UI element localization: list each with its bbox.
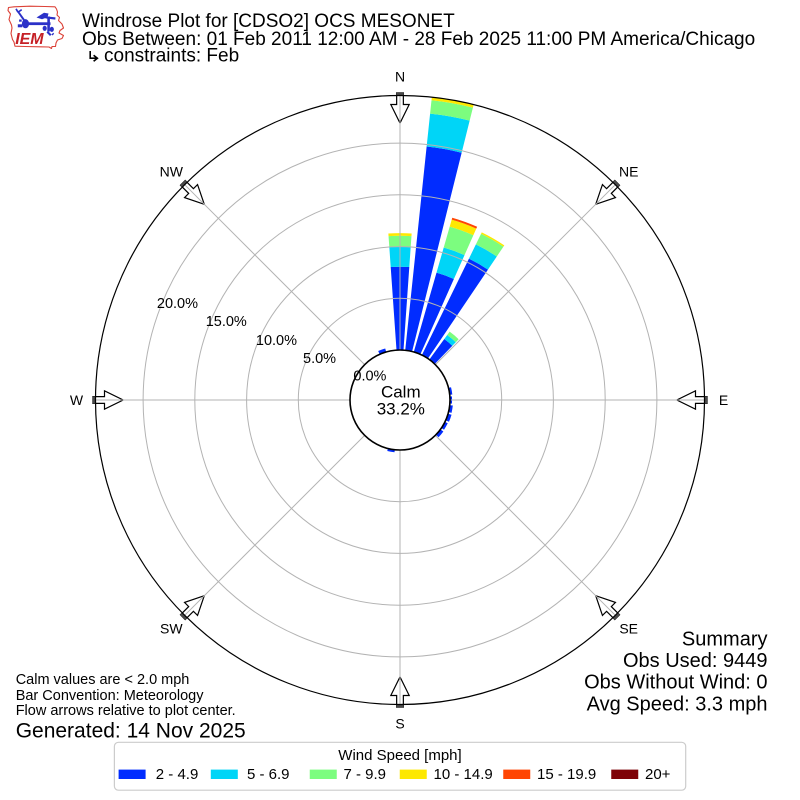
svg-text:Calm: Calm [381,382,421,401]
svg-text:SE: SE [619,621,638,637]
svg-text:Windrose Plot for [CDSO2] OCS: Windrose Plot for [CDSO2] OCS MESONET [82,11,455,32]
svg-text:S: S [395,716,404,732]
svg-text:Obs Between: 01 Feb 2011 12:00: Obs Between: 01 Feb 2011 12:00 AM - 28 F… [82,29,755,50]
svg-text:10 - 14.9: 10 - 14.9 [434,766,493,783]
svg-text:20.0%: 20.0% [157,296,198,312]
svg-text:7 - 9.9: 7 - 9.9 [344,766,387,783]
svg-text:W: W [70,392,84,408]
svg-text:Bar Convention: Meteorology: Bar Convention: Meteorology [16,688,205,704]
svg-text:Obs Used: 9449: Obs Used: 9449 [623,650,768,672]
svg-text:Obs Without Wind: 0: Obs Without Wind: 0 [584,671,767,693]
svg-text:E: E [719,392,728,408]
svg-text:NE: NE [619,163,638,179]
svg-text:2 - 4.9: 2 - 4.9 [156,766,199,783]
svg-text:15 - 19.9: 15 - 19.9 [537,766,596,783]
svg-text:Summary: Summary [682,628,768,650]
svg-text:5 - 6.9: 5 - 6.9 [247,766,290,783]
svg-text:33.2%: 33.2% [377,399,425,418]
svg-text:10.0%: 10.0% [256,333,297,349]
svg-text:Avg Speed: 3.3 mph: Avg Speed: 3.3 mph [587,694,768,716]
svg-text:IEM: IEM [15,31,44,48]
svg-text:20+: 20+ [645,766,671,783]
svg-text:0.0%: 0.0% [353,368,386,384]
svg-text:15.0%: 15.0% [206,314,247,330]
svg-text:Generated: 14 Nov 2025: Generated: 14 Nov 2025 [16,720,246,743]
svg-text:N: N [395,69,405,85]
svg-text:5.0%: 5.0% [303,351,336,367]
svg-text:SW: SW [160,621,183,637]
svg-text:constraints: Feb: constraints: Feb [104,45,239,66]
svg-text:Wind Speed [mph]: Wind Speed [mph] [338,747,461,764]
svg-text:NW: NW [160,163,184,179]
svg-text:Calm values are < 2.0 mph: Calm values are < 2.0 mph [16,672,190,688]
svg-text:Flow arrows relative to plot c: Flow arrows relative to plot center. [16,703,236,719]
